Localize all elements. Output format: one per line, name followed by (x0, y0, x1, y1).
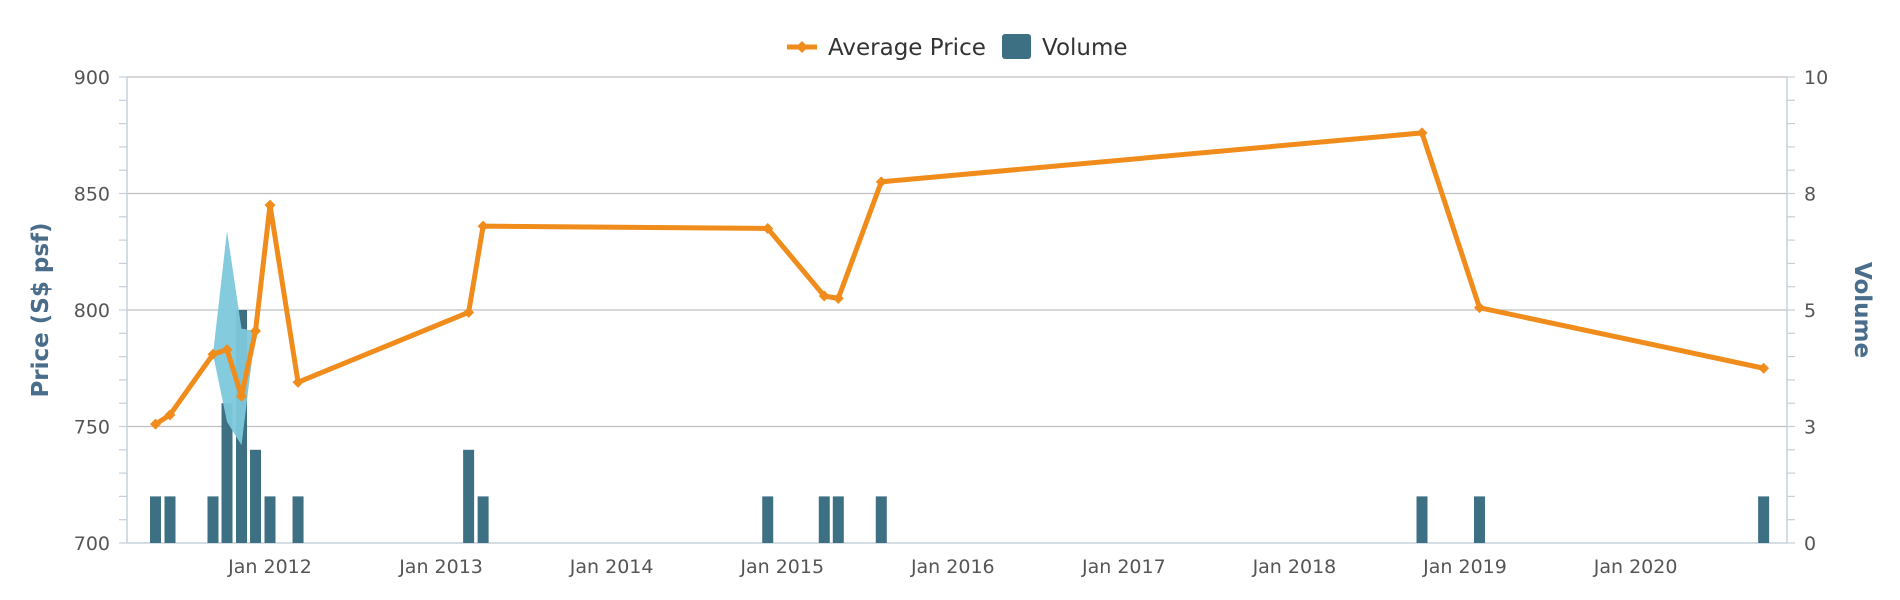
right-tick-label: 5 (1804, 300, 1816, 322)
x-tick-label: Jan 2014 (569, 556, 654, 578)
price-point-marker[interactable] (264, 199, 276, 211)
legend-diamond-symbol (796, 41, 808, 53)
volume-bar[interactable] (250, 449, 262, 543)
price-point-marker[interactable] (292, 376, 304, 388)
average-price-line (153, 130, 1767, 427)
right-tick-label: 3 (1804, 417, 1816, 439)
x-tick-label: Jan 2016 (910, 556, 995, 578)
volume-bar[interactable] (1473, 496, 1485, 543)
volume-bar[interactable] (292, 496, 304, 543)
price-point-marker[interactable] (221, 344, 233, 356)
price-point-marker[interactable] (762, 222, 774, 234)
volume-bar[interactable] (150, 496, 162, 543)
right-tick-label: 8 (1804, 184, 1816, 206)
volume-bar[interactable] (818, 496, 830, 543)
price-point-marker[interactable] (1473, 302, 1485, 314)
left-tick-label: 850 (74, 184, 110, 206)
price-point-marker[interactable] (463, 306, 475, 318)
volume-bar[interactable] (477, 496, 489, 543)
price-point-marker[interactable] (164, 409, 176, 421)
price-point-marker[interactable] (250, 325, 262, 337)
price-range-band (212, 230, 256, 446)
volume-bar[interactable] (832, 496, 844, 543)
x-tick-label: Jan 2020 (1593, 556, 1678, 578)
right-axis-title: Volume (1849, 262, 1875, 358)
x-tick-label: Jan 2018 (1252, 556, 1337, 578)
x-tick-label: Jan 2017 (1081, 556, 1166, 578)
x-tick-label: Jan 2013 (398, 556, 483, 578)
legend-label-average-price[interactable]: Average Price (828, 35, 986, 61)
volume-bar[interactable] (875, 496, 887, 543)
price-point-marker[interactable] (832, 292, 844, 304)
price-point-marker[interactable] (477, 220, 489, 232)
price-point-marker[interactable] (1758, 362, 1770, 374)
legend-square-symbol (1002, 34, 1031, 59)
left-tick-label: 900 (74, 67, 110, 89)
volume-bar[interactable] (207, 496, 219, 543)
left-tick-label: 750 (74, 417, 110, 439)
price-point-marker[interactable] (1416, 127, 1428, 139)
volume-bar[interactable] (221, 403, 233, 543)
price-point-marker[interactable] (235, 390, 247, 402)
volume-bar[interactable] (1758, 496, 1770, 543)
price-point-marker[interactable] (150, 418, 162, 430)
volume-bar[interactable] (264, 496, 276, 543)
left-tick-label: 700 (74, 533, 110, 555)
volume-bar[interactable] (463, 449, 475, 543)
x-tick-label: Jan 2019 (1422, 556, 1507, 578)
right-tick-label: 0 (1804, 533, 1816, 555)
volume-bar[interactable] (164, 496, 176, 543)
right-tick-label: 10 (1804, 67, 1828, 89)
volume-bar[interactable] (762, 496, 774, 543)
x-tick-label: Jan 2015 (739, 556, 824, 578)
legend-label-volume[interactable]: Volume (1042, 35, 1128, 61)
left-tick-label: 800 (74, 300, 110, 322)
volume-bar[interactable] (1416, 496, 1428, 543)
x-tick-label: Jan 2012 (227, 556, 312, 578)
price-point-marker[interactable] (818, 290, 830, 302)
price-point-marker[interactable] (207, 348, 219, 360)
left-axis-title: Price (S$ psf) (28, 222, 54, 397)
price-point-marker[interactable] (875, 176, 887, 188)
